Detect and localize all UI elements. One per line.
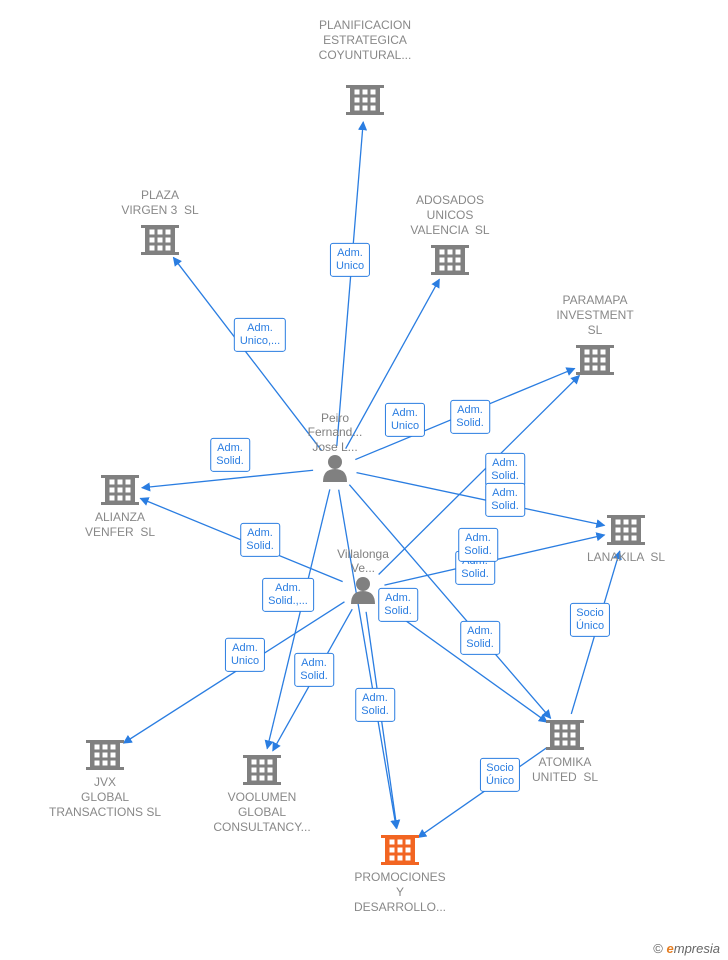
company-label[interactable]: PLANIFICACION ESTRATEGICA COYUNTURAL... [319,18,412,63]
person-label[interactable]: Villalonga Ve... [337,547,389,576]
building-icon [576,345,614,375]
company-label[interactable]: PROMOCIONES Y DESARROLLO... [354,870,446,915]
company-label[interactable]: ADOSADOS UNICOS VALENCIA SL [410,193,489,238]
company-label[interactable]: PLAZA VIRGEN 3 SL [121,188,198,218]
copyright-symbol: © [653,941,663,956]
company-label[interactable]: ATOMIKA UNITED SL [532,755,598,785]
company-label[interactable]: PARAMAPA INVESTMENT SL [556,293,633,338]
company-label[interactable]: LANAKILA SL [587,550,665,565]
edge-label[interactable]: Adm. Solid. [485,483,525,517]
building-icon [101,475,139,505]
edge-label[interactable]: Adm. Solid. [450,400,490,434]
edge-label[interactable]: Adm. Solid. [355,688,395,722]
edge-line [173,257,321,450]
edge-label[interactable]: Adm. Solid. [460,621,500,655]
building-icon [86,740,124,770]
building-icon [546,720,584,750]
edge-label[interactable]: Adm. Solid. [240,523,280,557]
company-label[interactable]: VOOLUMEN GLOBAL CONSULTANCY... [213,790,310,835]
person-label[interactable]: Peiro Fernand... Jose L... [308,411,363,454]
building-icon [431,245,469,275]
brand-initial: e [667,941,674,956]
building-icon [607,515,645,545]
edge-line [337,122,363,446]
edge-line [339,490,397,829]
edge-label[interactable]: Adm. Solid. [210,438,250,472]
edge-label[interactable]: Adm. Unico,... [234,318,286,352]
edge-label[interactable]: Socio Único [480,758,520,792]
company-label[interactable]: JVX GLOBAL TRANSACTIONS SL [49,775,161,820]
edge-line [357,473,605,526]
edge-label[interactable]: Adm. Unico [330,243,370,277]
building-icon [243,755,281,785]
brand-rest: mpresia [674,941,720,956]
edge-line [142,470,313,488]
edge-label[interactable]: Adm. Unico [385,403,425,437]
copyright: © empresia [653,941,720,956]
building-icon [141,225,179,255]
edge-label[interactable]: Socio Único [570,603,610,637]
building-icon [346,85,384,115]
company-label[interactable]: ALIANZA VENFER SL [85,510,155,540]
edge-label[interactable]: Adm. Solid. [294,653,334,687]
edge-label[interactable]: Adm. Solid.,... [262,578,314,612]
edge-label[interactable]: Adm. Solid. [458,528,498,562]
person-icon [323,455,347,482]
edge-label[interactable]: Adm. Unico [225,638,265,672]
building-icon [381,835,419,865]
edge-label[interactable]: Adm. Solid. [378,588,418,622]
